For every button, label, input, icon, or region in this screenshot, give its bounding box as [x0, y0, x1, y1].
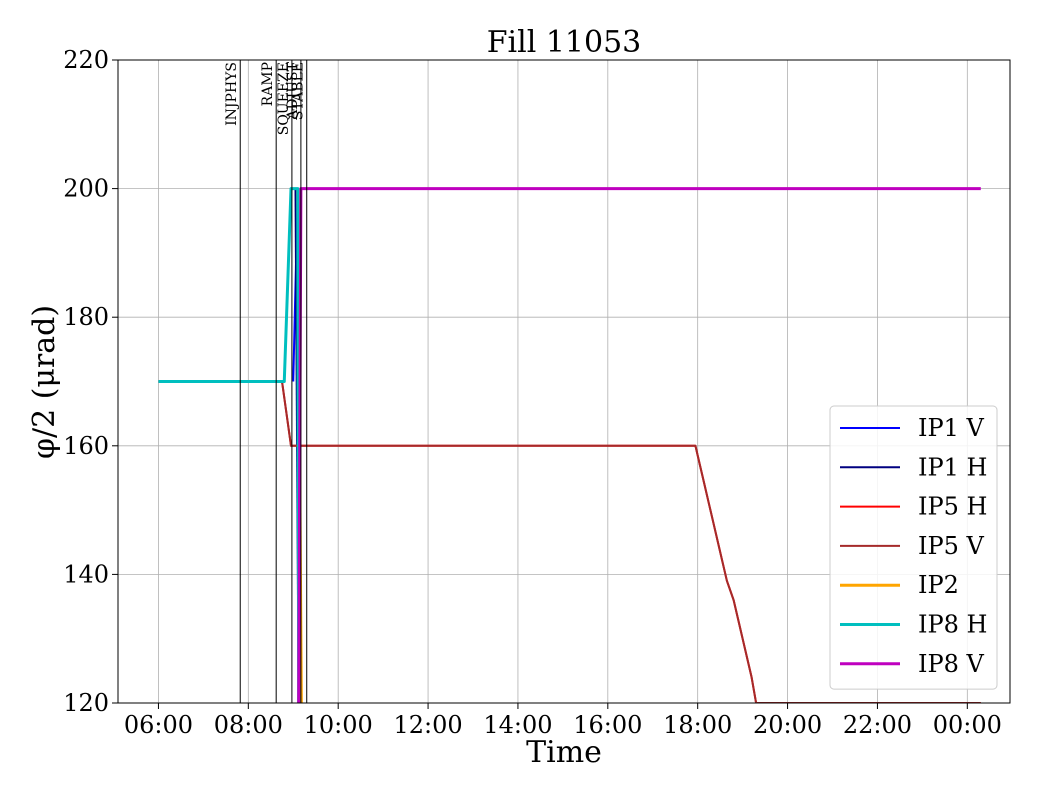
legend-label: IP8 H: [918, 611, 987, 639]
x-axis-label: Time: [526, 735, 602, 770]
x-tick-label: 06:00: [124, 711, 193, 739]
phase-label: RAMP: [260, 62, 276, 106]
x-tick-label: 22:00: [843, 711, 912, 739]
y-tick-label: 200: [63, 175, 109, 203]
legend-label: IP2: [918, 571, 959, 599]
legend-label: IP1 V: [918, 414, 985, 442]
series-lines: [158, 187, 981, 703]
x-tick-label: 20:00: [753, 711, 822, 739]
phase-label: STABLE: [291, 62, 307, 120]
axis-ticks: 06:00 08:00 10:00 12:00 14:00 16:00 18:00 20:00…: [63, 46, 1002, 739]
y-tick-label: 160: [63, 432, 109, 460]
phase-label: INJPHYS: [224, 62, 240, 126]
plot-frame: [117, 59, 1011, 704]
y-tick-label: 220: [63, 46, 109, 74]
x-tick-label: 14:00: [483, 711, 552, 739]
series-line-ip8-h: [158, 187, 301, 703]
x-tick-label: 16:00: [573, 711, 642, 739]
y-tick-label: 140: [63, 560, 109, 588]
legend-label: IP5 H: [918, 493, 987, 521]
legend-label: IP5 V: [918, 532, 985, 560]
legend-label: IP8 V: [918, 650, 985, 678]
chart-title: Fill 11053: [487, 25, 642, 60]
phase-label: ADJUST: [285, 61, 301, 120]
legend-box: [829, 405, 998, 690]
x-tick-label: 18:00: [663, 711, 732, 739]
y-tick-label: 120: [63, 689, 109, 717]
x-tick-label: 08:00: [214, 711, 283, 739]
legend-label: IP1 H: [918, 453, 987, 481]
legend: IP1 V IP1 H IP5 H IP5 V IP2 IP8 H IP8 V: [829, 405, 998, 690]
x-tick-label: 12:00: [393, 711, 462, 739]
series-line-ip5-v: [158, 380, 981, 703]
phase-label: SQUEEZE: [276, 62, 292, 135]
y-axis-label: φ/2 (μrad): [27, 305, 62, 459]
x-tick-label: 10:00: [304, 711, 373, 739]
x-tick-label: 00:00: [933, 711, 1002, 739]
y-tick-label: 180: [63, 303, 109, 331]
